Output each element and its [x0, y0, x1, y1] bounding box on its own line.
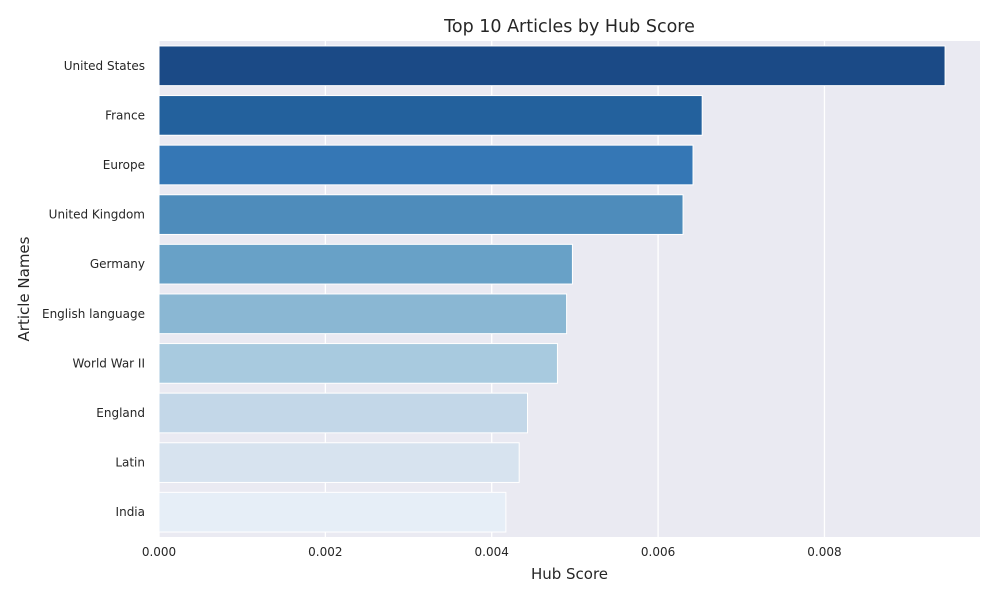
y-tick-label: United States [64, 59, 145, 73]
y-tick-label: England [96, 406, 145, 420]
x-tick-label: 0.004 [475, 545, 509, 559]
chart-title: Top 10 Articles by Hub Score [443, 17, 695, 37]
x-tick-labels: 0.000 0.002 0.004 0.006 0.008 [142, 545, 842, 559]
y-tick-label: United Kingdom [49, 208, 145, 222]
bar [158, 194, 684, 235]
y-tick-label: World War II [73, 356, 145, 370]
y-tick-label: France [105, 108, 145, 122]
y-tick-label: India [116, 505, 145, 519]
bar [158, 144, 694, 186]
x-tick-label: 0.000 [142, 545, 176, 559]
y-tick-label: Europe [103, 158, 145, 172]
bar [158, 491, 507, 533]
x-tick-label: 0.008 [807, 545, 841, 559]
y-tick-label: Latin [115, 456, 145, 470]
bar [158, 442, 520, 483]
bars [158, 45, 946, 533]
bar [158, 45, 946, 87]
bar [158, 95, 703, 136]
x-tick-label: 0.002 [308, 545, 342, 559]
x-axis-title: Hub Score [531, 565, 608, 583]
bar [158, 392, 528, 434]
x-tick-label: 0.006 [641, 545, 675, 559]
y-tick-label: Germany [90, 257, 145, 271]
y-tick-labels: United States France Europe United Kingdom G… [42, 59, 145, 519]
bar [158, 293, 568, 335]
bar [158, 343, 558, 384]
bar [158, 243, 573, 285]
y-tick-label: English language [42, 307, 145, 321]
y-axis-title: Article Names [15, 236, 33, 341]
